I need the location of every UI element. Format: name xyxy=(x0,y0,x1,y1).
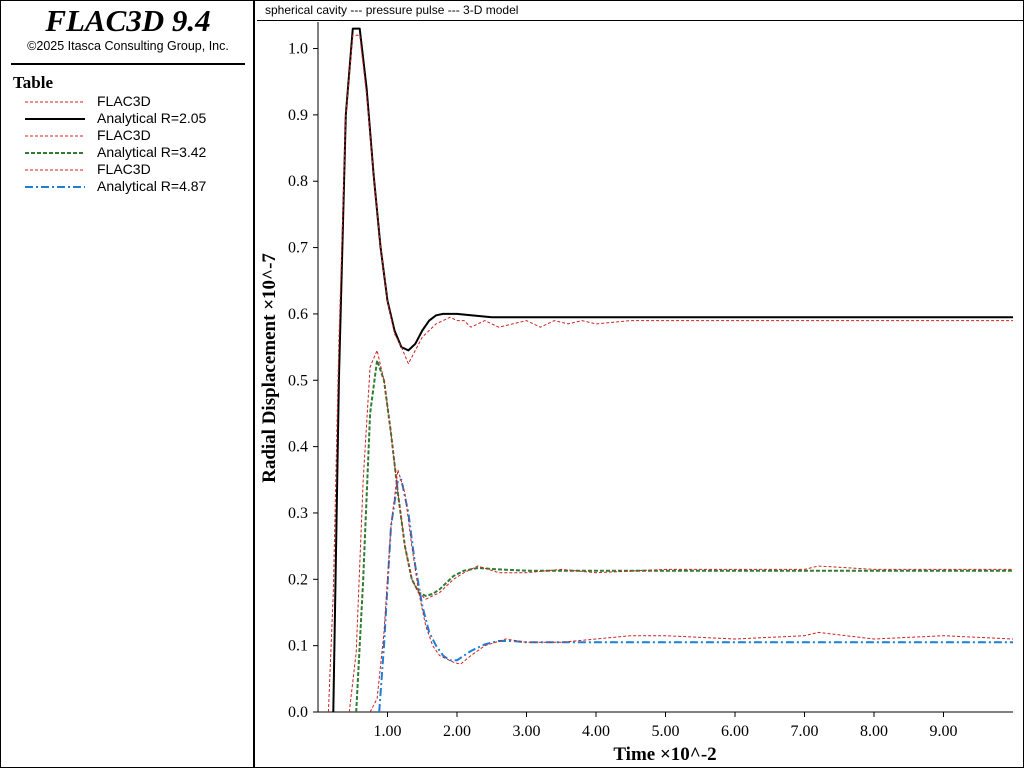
legend-swatch-solid-icon xyxy=(25,118,85,120)
x-tick-label: 8.00 xyxy=(860,723,888,740)
legend-swatch-dashed-icon xyxy=(25,152,85,154)
divider xyxy=(11,63,245,65)
x-tick-label: 1.00 xyxy=(374,723,402,740)
x-tick-label: 2.00 xyxy=(443,723,471,740)
y-tick-label: 0.4 xyxy=(288,439,308,456)
copyright-text: ©2025 Itasca Consulting Group, Inc. xyxy=(27,39,229,53)
legend-item-label: FLAC3D xyxy=(97,161,151,177)
legend-swatch-flac3d-icon xyxy=(25,101,85,103)
series-line-0 xyxy=(327,34,1013,713)
series-line-5 xyxy=(378,478,1013,713)
y-tick-label: 0.1 xyxy=(288,638,308,655)
legend-item[interactable]: Analytical R=4.87 xyxy=(1,178,255,195)
series-line-3 xyxy=(355,359,1013,713)
legend-item-label: FLAC3D xyxy=(97,93,151,109)
legend-item[interactable]: Analytical R=3.42 xyxy=(1,144,255,161)
legend-panel: FLAC3D 9.4 ©2025 Itasca Consulting Group… xyxy=(1,1,255,767)
legend-item-label: FLAC3D xyxy=(97,127,151,143)
y-tick-label: 0.5 xyxy=(288,372,308,389)
legend-item-label: Analytical R=2.05 xyxy=(97,110,207,126)
legend-swatch-dashdot-icon xyxy=(25,186,85,188)
chart-ticks: 0.0 0.1 0.2 0.3 0.4 0.5 0.6 0.7 0.8 0.9 1.0 1.00 2.0… xyxy=(288,41,958,740)
series-line-4 xyxy=(369,469,1014,713)
plot-title: spherical cavity --- pressure pulse --- … xyxy=(265,3,519,17)
legend-item-label: Analytical R=4.87 xyxy=(97,178,207,194)
x-tick-label: 5.00 xyxy=(652,723,680,740)
y-axis-title: Radial Displacement ×10^-7 xyxy=(259,253,280,483)
y-tick-label: 0.8 xyxy=(288,173,308,190)
legend-item[interactable]: FLAC3D xyxy=(1,127,255,144)
chart-series xyxy=(327,27,1014,713)
legend-item[interactable]: FLAC3D xyxy=(1,161,255,178)
y-tick-label: 0.6 xyxy=(288,306,308,323)
series-line-1 xyxy=(332,27,1013,713)
x-tick-label: 4.00 xyxy=(582,723,610,740)
series-line-2 xyxy=(348,349,1013,713)
y-tick-label: 0.2 xyxy=(288,571,308,588)
app-title: FLAC3D 9.4 xyxy=(45,3,211,38)
legend-item-label: Analytical R=3.42 xyxy=(97,144,207,160)
title-divider xyxy=(257,20,1023,21)
y-tick-label: 0.0 xyxy=(288,704,308,721)
legend-swatch-flac3d-icon xyxy=(25,135,85,137)
x-tick-label: 6.00 xyxy=(721,723,749,740)
legend-swatch-flac3d-icon xyxy=(25,169,85,171)
x-tick-label: 3.00 xyxy=(513,723,541,740)
y-tick-label: 1.0 xyxy=(288,41,308,58)
y-tick-label: 0.9 xyxy=(288,107,308,124)
y-tick-label: 0.7 xyxy=(288,240,308,257)
legend-title: Table xyxy=(13,73,54,92)
y-tick-label: 0.3 xyxy=(288,505,308,522)
x-tick-label: 9.00 xyxy=(930,723,958,740)
legend-item[interactable]: FLAC3D xyxy=(1,93,255,110)
x-axis-title: Time ×10^-2 xyxy=(613,744,716,765)
legend-item[interactable]: Analytical R=2.05 xyxy=(1,110,255,127)
x-tick-label: 7.00 xyxy=(791,723,819,740)
